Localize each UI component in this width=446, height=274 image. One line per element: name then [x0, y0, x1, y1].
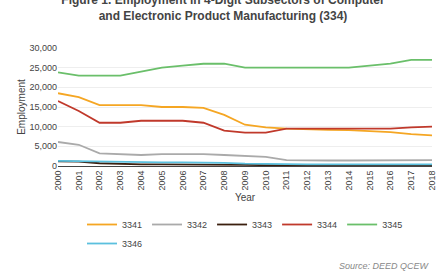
- svg-text:30,000: 30,000: [29, 43, 57, 53]
- svg-text:2006: 2006: [178, 171, 188, 191]
- svg-text:2014: 2014: [344, 171, 354, 191]
- svg-text:2005: 2005: [157, 171, 167, 191]
- svg-text:3344: 3344: [317, 220, 337, 230]
- svg-text:3345: 3345: [382, 220, 402, 230]
- svg-text:25,000: 25,000: [29, 63, 57, 73]
- svg-text:0: 0: [52, 161, 57, 171]
- svg-text:2018: 2018: [427, 171, 437, 191]
- svg-text:2004: 2004: [136, 171, 146, 191]
- svg-text:10,000: 10,000: [29, 122, 57, 132]
- svg-text:Employment: Employment: [16, 79, 27, 135]
- svg-text:3341: 3341: [122, 220, 142, 230]
- svg-text:3342: 3342: [187, 220, 207, 230]
- svg-text:2011: 2011: [281, 171, 291, 190]
- svg-text:2007: 2007: [198, 171, 208, 191]
- svg-text:3346: 3346: [122, 239, 142, 249]
- svg-text:2008: 2008: [219, 171, 229, 191]
- svg-text:2015: 2015: [365, 171, 375, 191]
- svg-text:20,000: 20,000: [29, 82, 57, 92]
- svg-text:2013: 2013: [323, 171, 333, 191]
- svg-text:15,000: 15,000: [29, 102, 57, 112]
- svg-text:2017: 2017: [406, 171, 416, 191]
- svg-text:5,000: 5,000: [34, 141, 57, 151]
- svg-text:Source: DEED QCEW: Source: DEED QCEW: [339, 261, 430, 271]
- svg-text:2002: 2002: [94, 171, 104, 191]
- svg-text:2009: 2009: [240, 171, 250, 191]
- svg-text:2003: 2003: [115, 171, 125, 191]
- svg-text:Figure 1. Employment in 4-Digi: Figure 1. Employment in 4-Digit Subsecto…: [61, 0, 385, 23]
- svg-text:2000: 2000: [53, 171, 63, 191]
- svg-text:Year: Year: [235, 192, 256, 203]
- svg-text:2001: 2001: [74, 171, 84, 191]
- svg-text:2010: 2010: [261, 171, 271, 191]
- svg-text:3343: 3343: [252, 220, 272, 230]
- svg-text:2016: 2016: [385, 171, 395, 191]
- svg-text:2012: 2012: [302, 171, 312, 191]
